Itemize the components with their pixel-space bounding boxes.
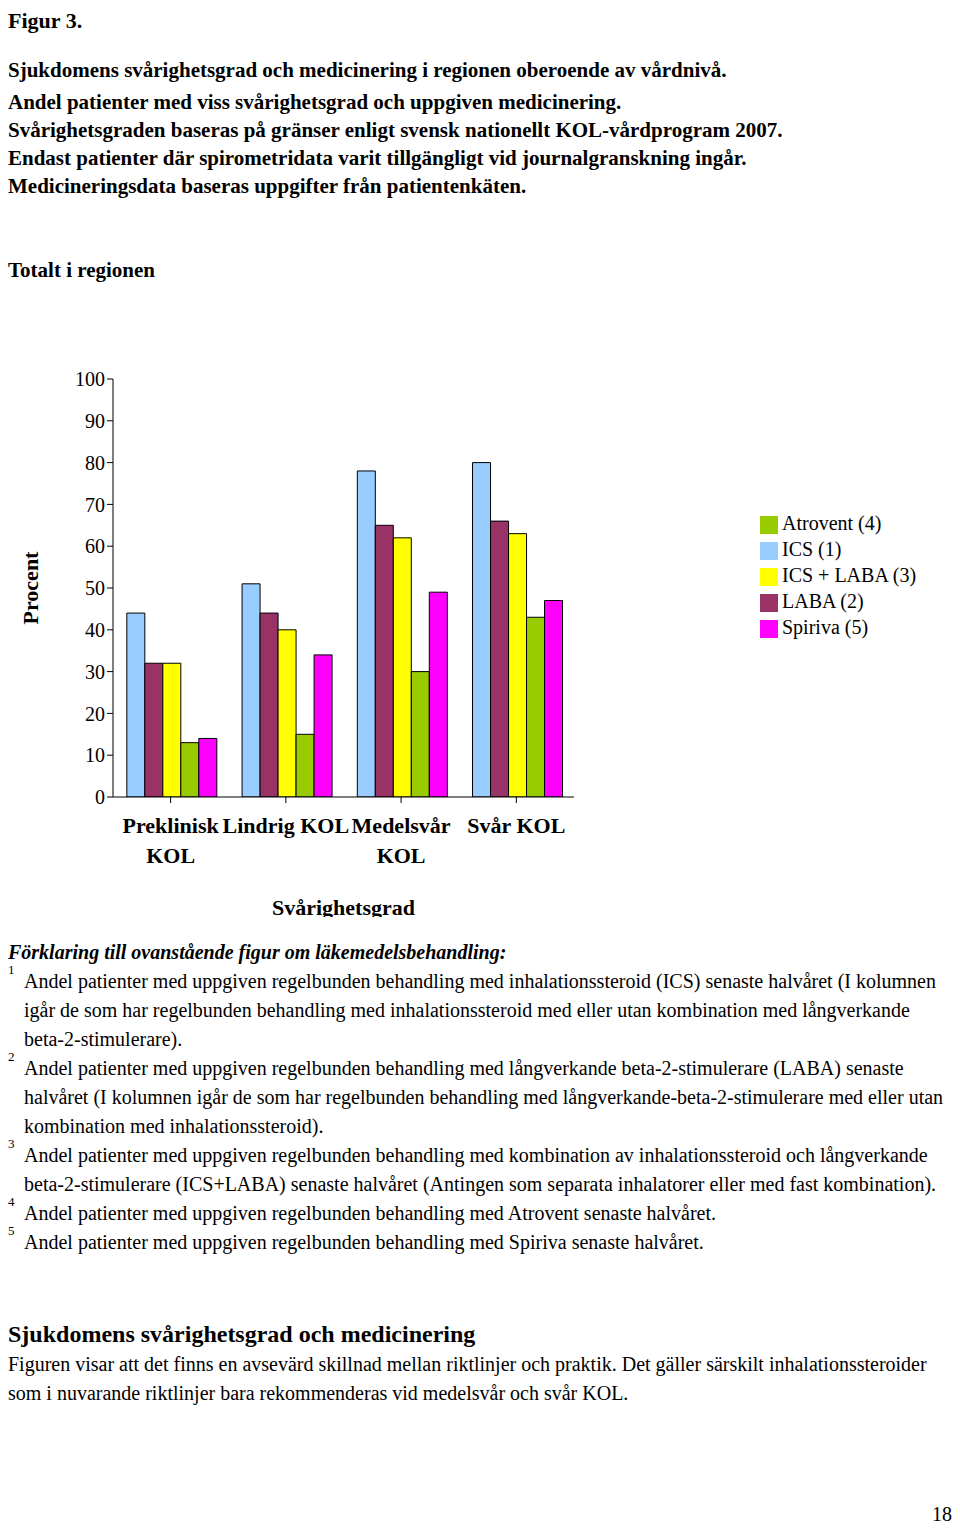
svg-text:Lindrig KOL: Lindrig KOL xyxy=(223,813,350,838)
html-text:Medicineringsdata baseras uppg: Medicineringsdata baseras uppgifter från… xyxy=(8,174,527,198)
html-text:Svårighetsgraden baseras på gr: Svårighetsgraden baseras på gränser enli… xyxy=(8,118,783,142)
svg-text:30: 30 xyxy=(85,661,105,683)
html-text:Figuren visar att det finns en: Figuren visar att det finns en avsevärd … xyxy=(8,1353,927,1404)
html-text:Andel patienter med uppgiven r: Andel patienter med uppgiven regelbunden… xyxy=(24,1144,937,1195)
html-text:ICS + LABA (3): ICS + LABA (3) xyxy=(782,564,917,586)
html-text:Förklaring till ovanstående fi: Förklaring till ovanstående figur om läk… xyxy=(8,941,507,963)
html-text:Spiriva (5): Spiriva (5) xyxy=(782,616,869,638)
html-text:Andel patienter med uppgiven r: Andel patienter med uppgiven regelbunden… xyxy=(24,1057,944,1137)
html-text:Sjukdomens svårighetsgrad och: Sjukdomens svårighetsgrad och medicineri… xyxy=(8,58,727,82)
html-text:3: 3 xyxy=(8,1136,15,1151)
html-text:Andel patienter med uppgiven r: Andel patienter med uppgiven regelbunden… xyxy=(24,970,936,1050)
svg-text:Svår KOL: Svår KOL xyxy=(467,813,565,838)
svg-text:10: 10 xyxy=(85,744,105,766)
html-text:4: 4 xyxy=(8,1194,15,1209)
svg-text:90: 90 xyxy=(85,410,105,432)
svg-text:40: 40 xyxy=(85,619,105,641)
svg-text:20: 20 xyxy=(85,703,105,725)
html-text:Andel patienter med uppgiven r: Andel patienter med uppgiven regelbunden… xyxy=(24,1202,716,1224)
svg-text:0: 0 xyxy=(95,786,105,808)
html-text:1: 1 xyxy=(8,962,15,977)
svg-text:100: 100 xyxy=(75,368,105,390)
html-text:Figur 3.: Figur 3. xyxy=(8,8,83,33)
html-text:ICS (1): ICS (1) xyxy=(782,538,842,560)
html-text:18: 18 xyxy=(932,1503,952,1525)
svg-text:Preklinisk: Preklinisk xyxy=(123,813,220,838)
svg-text:50: 50 xyxy=(85,577,105,599)
html-text:2: 2 xyxy=(8,1049,15,1064)
html-text:Andel patienter med viss svåri: Andel patienter med viss svårighetsgrad … xyxy=(8,90,622,114)
html-text:5: 5 xyxy=(8,1223,15,1238)
svg-text:80: 80 xyxy=(85,452,105,474)
svg-text:Medelsvår: Medelsvår xyxy=(352,813,451,838)
svg-text:KOL: KOL xyxy=(146,843,195,868)
svg-text:KOL: KOL xyxy=(377,843,426,868)
html-text:Andel patienter med uppgiven r: Andel patienter med uppgiven regelbunden… xyxy=(24,1231,704,1253)
html-text:LABA (2): LABA (2) xyxy=(782,590,864,612)
svg-text:60: 60 xyxy=(85,535,105,557)
svg-text:Svårighetsgrad: Svårighetsgrad xyxy=(272,895,415,917)
svg-text:Procent: Procent xyxy=(18,551,43,625)
html-text:Totalt i regionen: Totalt i regionen xyxy=(8,258,155,282)
html-text:Endast patienter där spirometr: Endast patienter där spirometridata vari… xyxy=(8,146,747,170)
svg-text:70: 70 xyxy=(85,494,105,516)
html-text:Atrovent (4): Atrovent (4) xyxy=(782,512,882,534)
html-text:Sjukdomens svårighetsgrad och: Sjukdomens svårighetsgrad och medicineri… xyxy=(8,1321,476,1347)
